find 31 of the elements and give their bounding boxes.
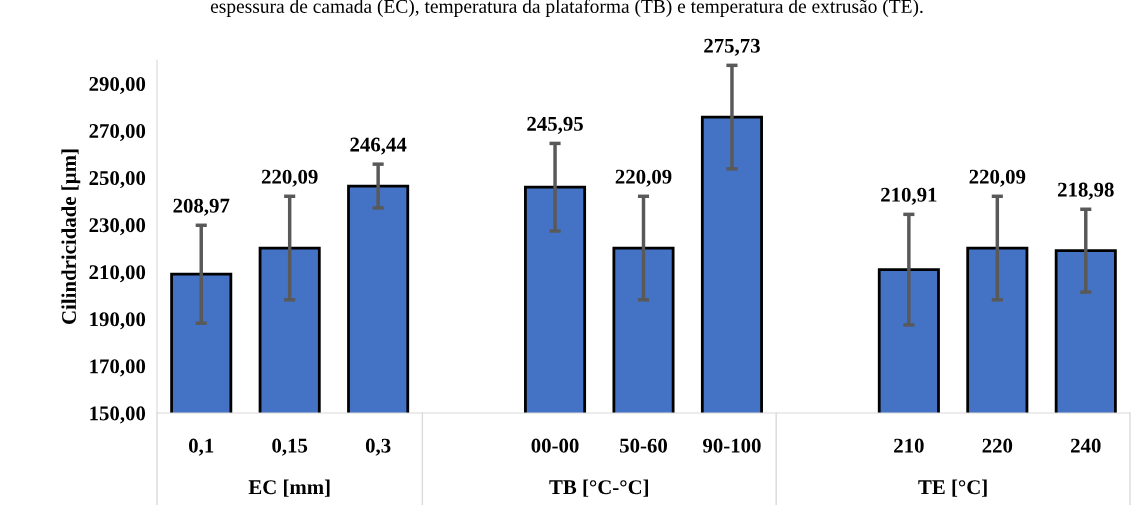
y-axis-title: Cilindricidade [µm] xyxy=(61,149,81,324)
text: TB [°C-°C] xyxy=(549,479,649,497)
data-label: 218,98 xyxy=(1058,182,1114,200)
chart-title: espessura de camada (EC), temperatura da plataforma (TB) e temperatura de extrusão (TE). xyxy=(210,0,923,17)
y-tick-label: 230,00 xyxy=(89,218,146,236)
y-tick-label: 150,00 xyxy=(90,406,146,424)
x-tick-label: 240 xyxy=(1071,438,1101,453)
x-tick-label: 210 xyxy=(894,438,924,453)
x-tick-label: 0,15 xyxy=(272,438,308,456)
data-label: 246,44 xyxy=(350,137,407,155)
y-tick-label: 250,00 xyxy=(89,171,146,189)
y-tick-label: 270,00 xyxy=(89,123,146,142)
y-tick-label: 290,00 xyxy=(89,76,146,94)
text: EC [mm] xyxy=(248,479,330,497)
x-tick-label: 50-60 xyxy=(620,438,668,453)
data-label: 220,09 xyxy=(615,169,672,187)
x-tick-label: 90-100 xyxy=(703,438,761,453)
x-tick-label: 00-00 xyxy=(531,438,579,453)
x-tick-label: 0,3 xyxy=(365,438,391,456)
y-tick-label: 190,00 xyxy=(90,312,146,330)
data-label: 245,95 xyxy=(527,116,583,134)
y-tick-label: 170,00 xyxy=(90,359,146,377)
data-label: 210,91 xyxy=(881,187,937,205)
data-label: 275,73 xyxy=(704,38,760,56)
data-label: 220,09 xyxy=(261,169,318,187)
y-tick-label: 210,00 xyxy=(89,265,146,283)
x-tick-label: 0,1 xyxy=(189,438,214,456)
data-label: 220,09 xyxy=(969,169,1026,187)
data-label: 208,97 xyxy=(173,198,230,216)
text: TE [°C] xyxy=(918,479,987,497)
x-tick-label: 220 xyxy=(982,438,1013,453)
